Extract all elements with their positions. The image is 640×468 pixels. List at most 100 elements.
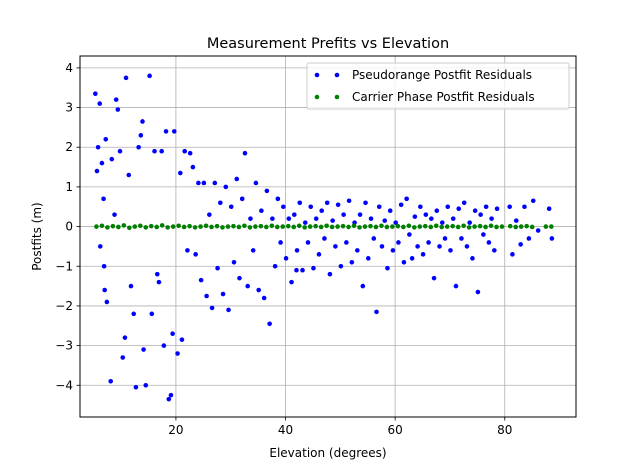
data-point — [444, 224, 450, 229]
data-point — [291, 224, 297, 230]
data-point — [455, 224, 461, 230]
data-point — [168, 392, 174, 398]
data-point — [185, 248, 190, 253]
data-point — [313, 223, 318, 229]
data-point — [467, 220, 472, 225]
data-point — [127, 225, 132, 231]
data-point — [429, 216, 434, 221]
data-point — [245, 283, 251, 289]
data-point — [104, 299, 110, 305]
legend-marker-carrier-phase — [314, 94, 320, 100]
data-point — [220, 225, 225, 230]
data-point — [117, 148, 123, 154]
data-point — [122, 335, 128, 340]
data-point — [355, 248, 360, 253]
data-point — [371, 236, 377, 241]
data-point — [204, 293, 209, 299]
data-point — [141, 347, 146, 352]
data-point — [390, 224, 395, 229]
data-point — [128, 283, 134, 289]
data-point — [492, 248, 497, 253]
data-point — [423, 212, 429, 217]
data-point — [529, 224, 535, 230]
data-point — [192, 225, 198, 230]
data-point — [418, 204, 423, 210]
data-point — [335, 202, 341, 208]
data-point — [97, 244, 103, 249]
legend-marker-pseudorange — [334, 72, 340, 78]
data-point — [163, 129, 169, 134]
data-point — [434, 208, 440, 214]
x-tick-label: 40 — [278, 423, 293, 437]
data-point — [133, 384, 139, 390]
data-point — [426, 240, 431, 245]
data-point — [346, 224, 351, 230]
data-point — [489, 216, 494, 221]
data-point — [253, 224, 258, 229]
y-tick-label: −4 — [55, 378, 73, 392]
chart-title: Measurement Prefits vs Elevation — [207, 36, 449, 52]
data-point — [187, 223, 192, 229]
data-point — [140, 119, 145, 124]
data-point — [154, 224, 160, 230]
data-point — [384, 224, 390, 230]
data-point — [431, 275, 437, 281]
data-point — [530, 198, 536, 204]
data-point — [159, 223, 165, 228]
data-point — [464, 244, 470, 249]
data-point — [187, 150, 193, 156]
data-point — [126, 172, 132, 178]
data-point — [103, 137, 109, 142]
data-point — [437, 244, 442, 249]
data-point — [269, 223, 275, 229]
data-point — [546, 206, 552, 212]
data-point — [302, 220, 308, 225]
data-point — [346, 198, 352, 204]
x-axis-label: Elevation (degrees) — [269, 446, 386, 460]
data-point — [401, 224, 406, 230]
data-point — [363, 200, 368, 206]
data-point — [373, 224, 379, 230]
data-point — [143, 225, 149, 230]
data-point — [305, 240, 311, 245]
data-point — [102, 287, 107, 293]
legend-box — [306, 62, 570, 110]
y-tick-label: 1 — [65, 180, 73, 194]
data-point — [475, 289, 481, 295]
data-point — [510, 252, 515, 257]
data-point — [478, 212, 483, 217]
data-point — [357, 212, 363, 217]
legend-marker-carrier-phase — [334, 94, 340, 100]
data-point — [193, 252, 198, 257]
y-tick-label: 3 — [65, 101, 73, 115]
data-point — [387, 208, 393, 214]
data-point — [136, 144, 141, 150]
data-point — [472, 224, 477, 229]
data-point — [481, 232, 486, 237]
data-point — [156, 279, 162, 285]
data-point — [97, 101, 103, 106]
data-point — [318, 224, 324, 230]
data-point — [450, 223, 455, 229]
y-tick-label: 0 — [65, 220, 73, 234]
data-point — [341, 212, 346, 217]
data-point — [477, 223, 483, 229]
data-point — [291, 212, 297, 217]
data-point — [165, 225, 170, 230]
series-1 — [94, 223, 554, 231]
data-point — [543, 224, 549, 229]
data-point — [170, 331, 175, 336]
data-point — [198, 277, 204, 283]
data-point — [109, 156, 115, 162]
data-point — [171, 129, 177, 134]
data-point — [379, 244, 385, 249]
data-point — [535, 228, 541, 233]
data-point — [417, 224, 423, 229]
data-point — [242, 150, 248, 156]
data-point — [112, 212, 117, 217]
data-point — [415, 244, 420, 249]
data-point — [201, 180, 207, 186]
data-point — [376, 204, 382, 210]
data-point — [196, 180, 201, 186]
